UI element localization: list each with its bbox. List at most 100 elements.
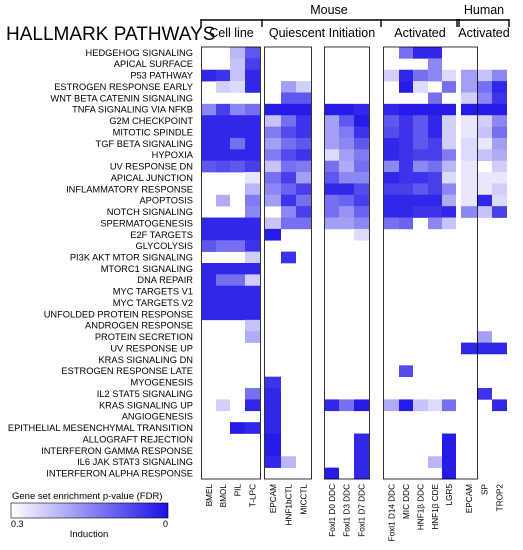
- heatmap-cell: [216, 137, 230, 150]
- heatmap-cell: [399, 194, 413, 207]
- heatmap-cell: [492, 103, 507, 116]
- group-header: Activated: [394, 26, 445, 40]
- heatmap-cell: [230, 115, 245, 127]
- heatmap-cell: [265, 444, 281, 457]
- heatmap-cell: [296, 149, 311, 161]
- heatmap-cell: [442, 160, 456, 173]
- heatmap-cell: [492, 399, 507, 412]
- row-label: DNA REPAIR: [137, 275, 193, 285]
- row-label: ESTROGEN RESPONSE EARLY: [54, 82, 193, 92]
- heatmap-cell: [216, 297, 230, 309]
- heatmap-cell: [216, 240, 230, 252]
- heatmap-cell: [202, 149, 216, 161]
- heatmap-cell: [477, 103, 492, 116]
- heatmap-cell: [354, 456, 369, 468]
- heatmap-cell: [428, 172, 442, 184]
- row-label: MYC TARGETS V2: [113, 298, 193, 308]
- heatmap-cell: [413, 149, 428, 161]
- row-label: APICAL JUNCTION: [111, 173, 193, 183]
- heatmap-cell: [399, 81, 413, 93]
- legend-max-label: 0: [163, 519, 168, 529]
- heatmap-cell: [399, 160, 413, 173]
- heatmap-cell: [442, 115, 456, 127]
- heatmap-cell: [230, 160, 245, 173]
- row-label: TGF BETA SIGNALING: [96, 139, 193, 149]
- heatmap-cell: [477, 331, 492, 343]
- heatmap-cell: [384, 206, 399, 218]
- heatmap-cell: [296, 115, 311, 127]
- heatmap-cell: [428, 399, 442, 412]
- row-label: APOPTOSIS: [139, 196, 193, 206]
- heatmap-cell: [428, 206, 442, 218]
- heatmap-cell: [339, 399, 354, 412]
- row-label: ANGIOGENESIS: [122, 412, 193, 422]
- panel-border: [383, 46, 478, 480]
- heatmap-cell: [492, 69, 507, 82]
- row-label: HYPOXIA: [152, 150, 194, 160]
- heatmap-cell: [492, 194, 507, 207]
- heatmap-cell: [399, 172, 413, 184]
- heatmap-cell: [245, 217, 260, 230]
- heatmap-cell: [230, 137, 245, 150]
- heatmap-cell: [384, 103, 399, 116]
- heatmap-cell: [428, 137, 442, 150]
- heatmap-cell: [384, 149, 399, 161]
- column-label: T-LPC: [249, 484, 258, 507]
- column-label: Foxl1 D3 DDC: [343, 484, 352, 537]
- heatmap-cell: [461, 160, 477, 173]
- heatmap-cell: [339, 126, 354, 139]
- column-label: HNF1bCTL: [285, 484, 294, 526]
- heatmap-cell: [245, 81, 260, 93]
- heatmap-cell: [281, 160, 296, 173]
- heatmap-cell: [202, 285, 216, 298]
- row-label: P53 PATHWAY: [130, 71, 193, 81]
- row-label: MYC TARGETS V1: [113, 287, 193, 297]
- heatmap-cell: [477, 183, 492, 196]
- heatmap-cell: [296, 217, 311, 230]
- heatmap-cell: [399, 137, 413, 150]
- heatmap-cell: [461, 194, 477, 207]
- heatmap-cell: [325, 467, 339, 480]
- heatmap-cell: [399, 126, 413, 139]
- heatmap-cell: [325, 217, 339, 230]
- heatmap-cell: [442, 103, 456, 116]
- row-label: PROTEIN SECRETION: [95, 332, 193, 342]
- heatmap-cell: [265, 103, 281, 116]
- heatmap-cell: [339, 183, 354, 196]
- heatmap-cell: [230, 81, 245, 93]
- heatmap-cell: [265, 137, 281, 150]
- heatmap-cell: [230, 263, 245, 275]
- heatmap-cell: [384, 160, 399, 173]
- heatmap-cell: [281, 81, 296, 93]
- legend-title: Gene set enrichment p-value (FDR): [12, 491, 162, 502]
- heatmap-cell: [216, 194, 230, 207]
- chart-title: HALLMARK PATHWAYS: [6, 24, 215, 45]
- heatmap-cell: [461, 69, 477, 82]
- heatmap-cell: [442, 456, 456, 468]
- heatmap-cell: [216, 103, 230, 116]
- heatmap-cell: [202, 217, 216, 230]
- heatmap-cell: [461, 149, 477, 161]
- heatmap-cell: [461, 183, 477, 196]
- heatmap-cells: [202, 47, 507, 480]
- heatmap-cell: [265, 388, 281, 400]
- heatmap-cell: [296, 137, 311, 150]
- heatmap-cell: [477, 69, 492, 82]
- heatmap-cell: [202, 297, 216, 309]
- column-label: PIL: [234, 484, 243, 497]
- heatmap-cell: [384, 172, 399, 184]
- heatmap-cell: [384, 137, 399, 150]
- heatmap-cell: [413, 137, 428, 150]
- heatmap-cell: [230, 217, 245, 230]
- heatmap-cell: [325, 126, 339, 139]
- column-label: LGR5: [445, 484, 454, 506]
- heatmap-cell: [281, 206, 296, 218]
- heatmap-cell: [477, 206, 492, 218]
- heatmap-cell: [296, 172, 311, 184]
- row-label: UV RESPONSE DN: [110, 162, 193, 172]
- heatmap-cell: [354, 206, 369, 218]
- heatmap-cell: [413, 103, 428, 116]
- heatmap-cell: [354, 399, 369, 412]
- row-label: UV RESPONSE UP: [110, 343, 193, 353]
